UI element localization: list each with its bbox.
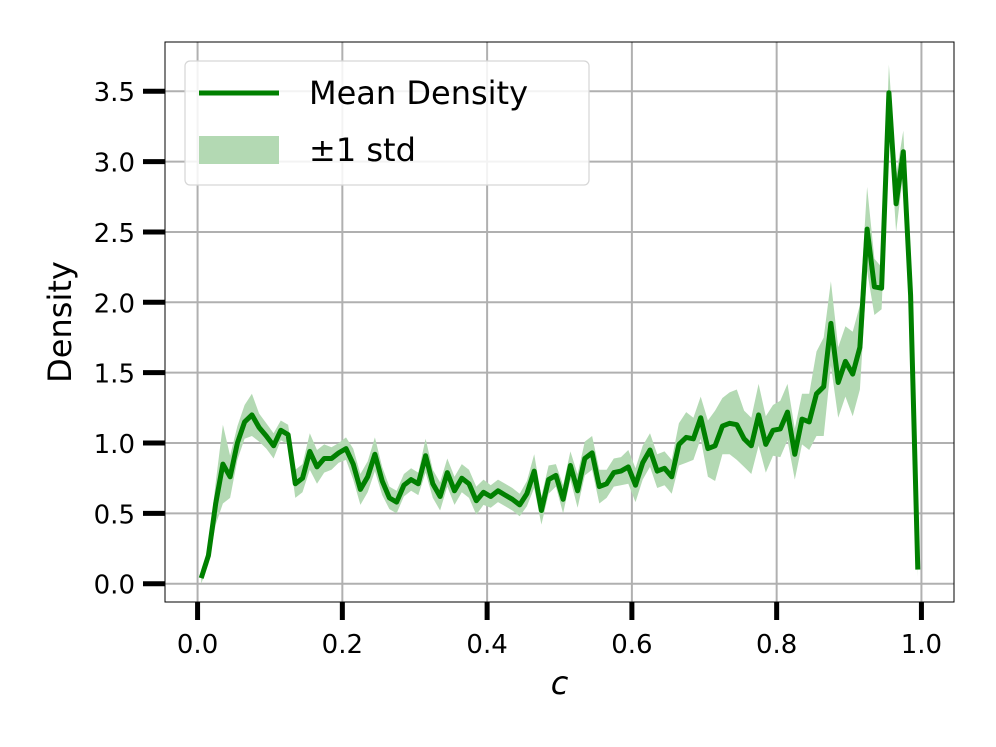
y-tick-label: 2.0 <box>94 289 135 319</box>
legend-band-swatch <box>199 136 279 164</box>
y-ticks: 0.0 0.5 1.0 1.5 2.0 2.5 3.0 3.5 <box>94 78 165 601</box>
x-tick-label: 0.2 <box>322 630 363 660</box>
plot-frame <box>164 41 955 603</box>
x-tick-label: 0.8 <box>756 630 797 660</box>
mean-line-layer <box>198 90 921 579</box>
x-axis-label: c <box>551 664 569 702</box>
legend-label-std: ±1 std <box>309 131 416 169</box>
legend-box <box>184 60 590 186</box>
x-tick-label: 0.4 <box>466 630 507 660</box>
x-ticks: 0.0 0.2 0.4 0.6 0.8 1.0 <box>177 602 942 660</box>
mean-density-line <box>198 90 921 579</box>
legend: Mean Density ±1 std <box>184 60 590 186</box>
x-tick-label: 1.0 <box>901 630 942 660</box>
y-tick-label: 2.5 <box>94 219 135 249</box>
y-tick-label: 1.0 <box>94 430 135 460</box>
y-tick-label: 3.5 <box>94 78 135 108</box>
y-axis-label: Density <box>41 261 79 383</box>
y-tick-label: 0.0 <box>94 571 135 601</box>
x-tick-label: 0.0 <box>177 630 218 660</box>
legend-label-mean: Mean Density <box>309 74 528 112</box>
std-band <box>201 64 918 584</box>
std-band-layer <box>201 64 918 584</box>
y-tick-label: 0.5 <box>94 500 135 530</box>
y-tick-label: 3.0 <box>94 149 135 179</box>
y-tick-label: 1.5 <box>94 360 135 390</box>
x-tick-label: 0.6 <box>611 630 652 660</box>
